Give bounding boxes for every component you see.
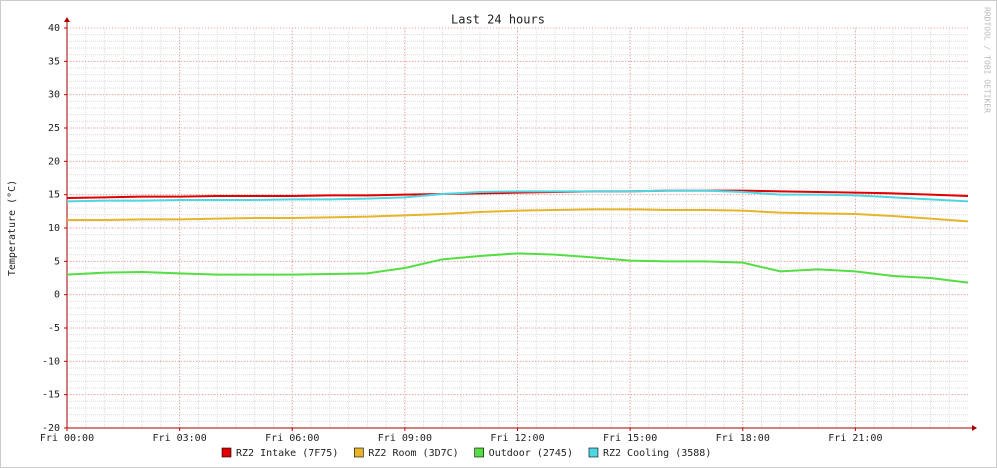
y-tick-label: 10 (48, 223, 60, 234)
series-line (66, 189, 969, 199)
y-axis-label: Temperature (°C) (7, 180, 18, 276)
y-tick-label: 0 (54, 290, 60, 301)
legend-label: RZ2 Room (3D7C) (368, 448, 458, 459)
x-tick-label: Fri 09:00 (378, 433, 432, 444)
y-tick-label: 25 (48, 123, 60, 134)
legend-label: RZ2 Intake (7F75) (236, 448, 338, 459)
series-line (66, 189, 969, 203)
x-tick-label: Fri 00:00 (40, 433, 94, 444)
credit: RRDTOOL / TOBI OETIKER (983, 7, 992, 113)
legend-label: Outdoor (2745) (489, 448, 573, 459)
x-tick-label: Fri 12:00 (490, 433, 544, 444)
legend-swatch (588, 447, 599, 458)
y-tick-label: -5 (48, 323, 60, 334)
x-tick-label: Fri 03:00 (153, 433, 207, 444)
y-tick-label: 30 (48, 90, 60, 101)
legend-label: RZ2 Cooling (3588) (603, 448, 711, 459)
y-tick-label: 35 (48, 56, 60, 67)
series-line (67, 208, 969, 223)
y-tick-label: -15 (42, 390, 60, 401)
legend-swatch (354, 447, 364, 458)
y-tick-label: 20 (48, 156, 60, 167)
y-tick-label: 40 (48, 23, 60, 34)
y-tick-label: 15 (48, 190, 60, 201)
y-tick-label: -10 (42, 356, 60, 367)
x-tick-label: Fri 18:00 (716, 433, 770, 444)
chart-title: Last 24 hours (451, 13, 545, 27)
x-tick-label: Fri 21:00 (828, 433, 882, 444)
y-tick-label: 5 (54, 256, 60, 267)
axis-arrow (64, 17, 70, 22)
axis-arrow (972, 425, 977, 431)
y-tick-label: -20 (42, 423, 60, 434)
x-tick-label: Fri 15:00 (603, 433, 657, 444)
legend-swatch (474, 447, 484, 458)
series-line (66, 252, 969, 284)
x-tick-label: Fri 06:00 (265, 433, 319, 444)
legend-swatch (221, 447, 232, 458)
